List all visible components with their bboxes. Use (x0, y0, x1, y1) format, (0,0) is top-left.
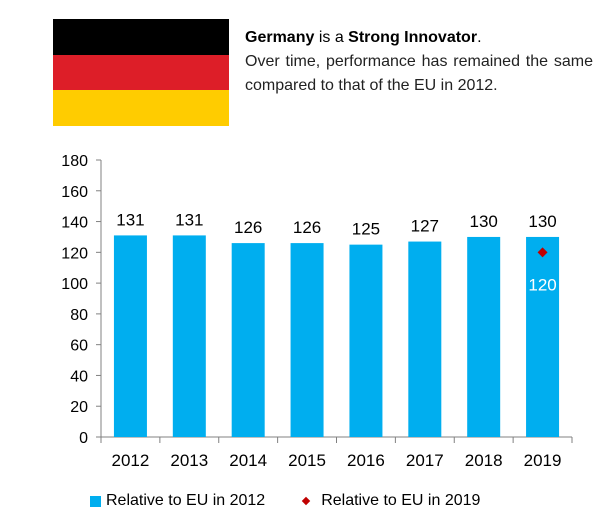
innovator-category: Strong Innovator (348, 29, 478, 46)
marker-value-label-2019: 120 (528, 275, 556, 294)
x-tick-label-2015: 2015 (288, 451, 326, 470)
y-tick-label: 20 (70, 399, 88, 416)
legend-label-2012: Relative to EU in 2012 (106, 492, 266, 509)
bar-2019 (526, 236, 560, 437)
headline-period: . (477, 29, 482, 46)
x-tick-label-2014: 2014 (229, 451, 267, 470)
bar-2015 (290, 243, 324, 437)
flag-stripe-black (53, 19, 229, 55)
germany-flag (53, 19, 229, 126)
bar-2014 (231, 243, 265, 437)
y-tick-label: 80 (70, 307, 88, 324)
flag-stripe-gold (53, 90, 229, 126)
headline: Germany is a Strong Innovator. (245, 26, 593, 50)
legend-label-2019: Relative to EU in 2019 (321, 492, 481, 509)
x-tick-label-2019: 2019 (524, 451, 562, 470)
y-tick-label: 100 (61, 276, 88, 293)
y-tick-label: 40 (70, 368, 88, 385)
x-tick-label-2012: 2012 (112, 451, 150, 470)
y-tick-label: 160 (61, 184, 88, 201)
y-tick-label: 140 (61, 215, 88, 232)
bar-value-label-2015: 126 (293, 218, 321, 237)
heading: Germany is a Strong Innovator. Over time… (245, 26, 593, 98)
x-tick-label-2018: 2018 (465, 451, 503, 470)
bar-value-label-2019: 130 (528, 212, 556, 231)
y-tick-label: 120 (61, 245, 88, 262)
x-tick-label-2013: 2013 (170, 451, 208, 470)
legend-swatch-marker (301, 496, 311, 506)
y-tick-label: 60 (70, 338, 88, 355)
bar-2017 (408, 241, 442, 437)
bar-value-label-2017: 127 (411, 217, 439, 236)
bar-value-label-2012: 131 (116, 210, 144, 229)
performance-description: Over time, performance has remained the … (245, 53, 593, 94)
bar-2013 (172, 235, 206, 437)
marker-2019 (537, 247, 548, 258)
country-name: Germany (245, 29, 315, 46)
bar-value-label-2018: 130 (470, 212, 498, 231)
y-tick-label: 0 (79, 430, 88, 447)
y-tick-label: 180 (61, 153, 88, 170)
bar-chart: 0 20 40 60 80 100 120 140 160 180 131 2012 131 2013 12… (61, 153, 573, 470)
flag-stripe-red (53, 54, 229, 91)
legend-swatch-bar (90, 495, 101, 507)
bar-value-label-2013: 131 (175, 210, 203, 229)
legend: Relative to EU in 2012 Relative to EU in… (90, 492, 480, 510)
x-tick-label-2017: 2017 (406, 451, 444, 470)
bar-value-label-2014: 126 (234, 218, 262, 237)
bar-2018 (467, 236, 501, 437)
x-tick-label-2016: 2016 (347, 451, 385, 470)
bar-2016 (349, 244, 383, 437)
headline-connector: is a (314, 29, 349, 46)
bar-2012 (113, 235, 147, 437)
bar-value-label-2016: 125 (352, 220, 380, 239)
